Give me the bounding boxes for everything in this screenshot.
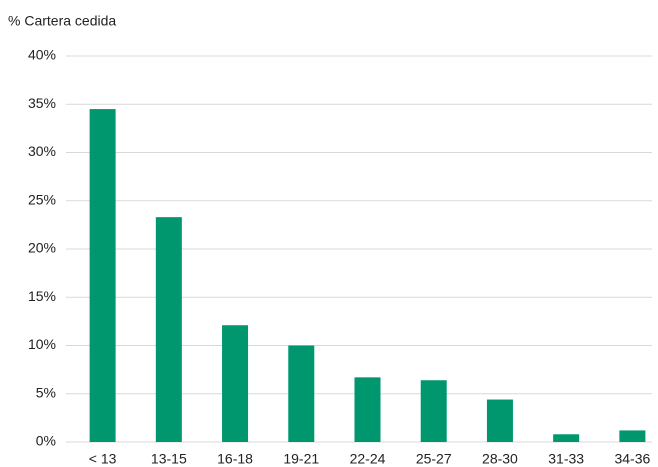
x-tick-label: 22-24 (350, 451, 386, 467)
x-tick-label: 19-21 (283, 451, 319, 467)
x-tick-label: 34-36 (614, 451, 650, 467)
x-tick-label: 28-30 (482, 451, 518, 467)
x-tick-label: 13-15 (151, 451, 187, 467)
y-tick-label: 30% (28, 143, 56, 159)
bar (420, 380, 447, 442)
y-tick-label: 5% (36, 384, 56, 400)
bar (155, 217, 182, 442)
bar (288, 345, 315, 442)
bar (222, 325, 249, 442)
y-tick-label: 15% (28, 288, 56, 304)
bar (619, 430, 646, 442)
x-tick-label: 31-33 (548, 451, 584, 467)
x-tick-label: < 13 (89, 451, 117, 467)
bar (354, 377, 381, 442)
y-tick-label: 20% (28, 240, 56, 256)
x-tick-label: 16-18 (217, 451, 253, 467)
bar (89, 109, 116, 442)
x-tick-label: 25-27 (416, 451, 452, 467)
chart-subtitle: % Cartera cedida (8, 13, 116, 29)
y-tick-label: 25% (28, 191, 56, 207)
y-tick-label: 40% (28, 47, 56, 63)
y-tick-label: 10% (28, 336, 56, 352)
y-tick-label: 0% (36, 433, 56, 449)
y-tick-label: 35% (28, 95, 56, 111)
bar (553, 434, 580, 442)
bar (486, 399, 513, 442)
